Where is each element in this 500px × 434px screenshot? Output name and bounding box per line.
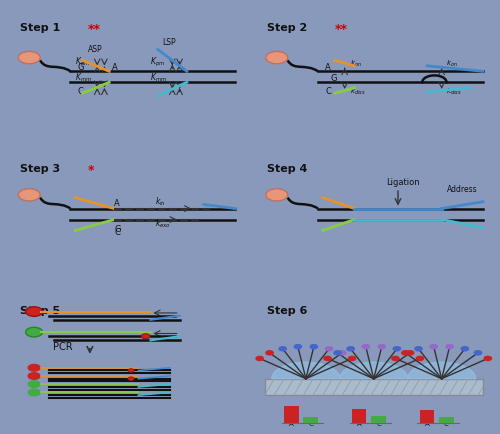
Text: C: C <box>308 420 313 426</box>
Circle shape <box>406 351 414 355</box>
Circle shape <box>362 345 370 349</box>
Polygon shape <box>408 362 476 379</box>
Circle shape <box>128 369 134 372</box>
Circle shape <box>392 357 399 361</box>
Text: Address: Address <box>446 184 477 193</box>
Text: A: A <box>112 62 117 71</box>
Text: $k_{in}$: $k_{in}$ <box>156 195 166 208</box>
Text: $k_{exo}$: $k_{exo}$ <box>156 217 172 229</box>
Text: Step 3: Step 3 <box>20 164 59 174</box>
Circle shape <box>334 351 341 355</box>
Text: C: C <box>114 227 120 237</box>
Circle shape <box>142 334 150 339</box>
Circle shape <box>415 347 422 351</box>
Bar <box>284 406 298 423</box>
Text: G: G <box>114 224 120 233</box>
Circle shape <box>28 381 40 388</box>
Circle shape <box>394 347 400 351</box>
Text: **: ** <box>88 23 101 36</box>
Text: A: A <box>424 420 430 426</box>
Circle shape <box>348 357 356 361</box>
Text: ASP: ASP <box>88 45 102 54</box>
Circle shape <box>484 357 492 361</box>
Text: C: C <box>444 420 449 426</box>
Text: **: ** <box>335 23 348 36</box>
Circle shape <box>416 357 424 361</box>
Circle shape <box>266 53 287 65</box>
Text: A: A <box>114 199 120 208</box>
Text: A: A <box>289 420 294 426</box>
Circle shape <box>430 345 438 349</box>
Text: G: G <box>330 74 336 83</box>
Text: A: A <box>357 420 362 426</box>
Circle shape <box>28 389 40 396</box>
Text: C: C <box>376 420 381 426</box>
Text: Step 2: Step 2 <box>267 23 308 33</box>
Circle shape <box>256 357 264 361</box>
Circle shape <box>338 351 346 355</box>
Circle shape <box>18 189 40 201</box>
Text: C: C <box>325 86 331 95</box>
Circle shape <box>310 345 318 349</box>
Text: $k_{on}$: $k_{on}$ <box>350 58 362 69</box>
Text: A: A <box>325 62 331 72</box>
Text: Step 4: Step 4 <box>267 164 308 174</box>
Bar <box>352 409 366 423</box>
Circle shape <box>326 347 332 351</box>
Text: *: * <box>88 164 94 177</box>
Circle shape <box>26 328 42 337</box>
Text: Ligation: Ligation <box>386 178 420 187</box>
Text: $K_{pm}$: $K_{pm}$ <box>76 56 90 69</box>
FancyBboxPatch shape <box>264 379 483 395</box>
Text: G: G <box>78 62 84 72</box>
Text: $k_{diss}$: $k_{diss}$ <box>350 87 365 97</box>
Circle shape <box>446 345 453 349</box>
Text: $K_{mm}$: $K_{mm}$ <box>150 71 168 84</box>
Circle shape <box>294 345 302 349</box>
Text: PCR: PCR <box>54 341 73 351</box>
Circle shape <box>28 365 40 372</box>
Bar <box>420 410 434 423</box>
Circle shape <box>18 53 40 65</box>
Circle shape <box>378 345 386 349</box>
Circle shape <box>474 351 482 355</box>
Text: Step 6: Step 6 <box>267 305 308 315</box>
Text: Step 1: Step 1 <box>20 23 60 33</box>
Circle shape <box>324 357 331 361</box>
Circle shape <box>279 347 286 351</box>
Circle shape <box>347 347 354 351</box>
Circle shape <box>266 189 287 201</box>
Text: $K_{mm}$: $K_{mm}$ <box>76 71 92 84</box>
Text: C: C <box>78 86 84 95</box>
Circle shape <box>26 307 42 317</box>
Circle shape <box>28 373 40 379</box>
Text: LSP: LSP <box>162 38 176 47</box>
Polygon shape <box>340 362 407 379</box>
Bar <box>304 417 318 423</box>
Circle shape <box>461 347 468 351</box>
Circle shape <box>402 351 409 355</box>
Polygon shape <box>272 362 340 379</box>
Circle shape <box>128 377 134 381</box>
Text: $K_{pm}$: $K_{pm}$ <box>150 56 166 69</box>
Text: Step 5: Step 5 <box>20 305 59 315</box>
Bar <box>372 416 386 423</box>
Bar <box>439 417 454 423</box>
Text: $k_{on}$: $k_{on}$ <box>446 58 458 69</box>
Circle shape <box>266 351 273 355</box>
Text: $k_{diss}$: $k_{diss}$ <box>446 87 462 97</box>
